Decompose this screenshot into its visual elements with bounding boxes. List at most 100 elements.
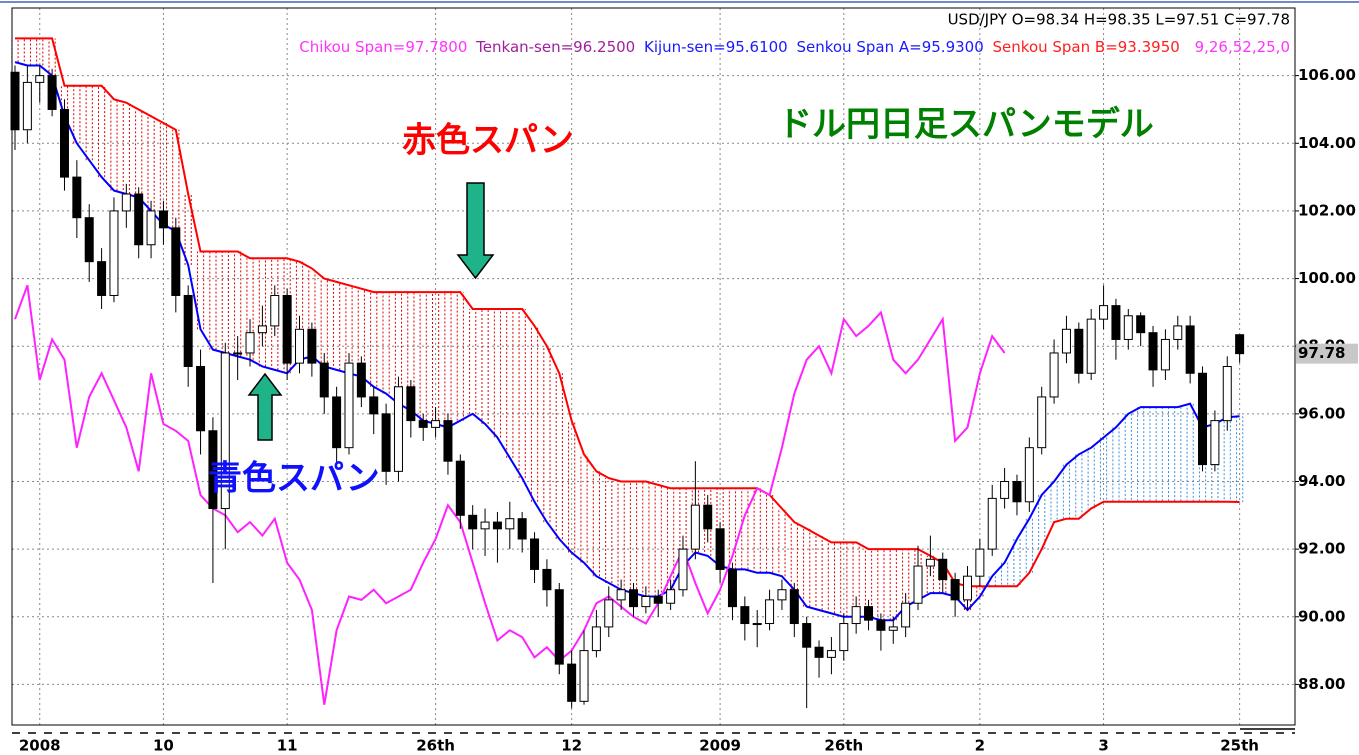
candle-body <box>1000 480 1010 499</box>
y-tick-label: 94.00 <box>1298 472 1345 490</box>
candle-body <box>369 396 379 415</box>
candle-body <box>1086 318 1096 374</box>
candle-body <box>604 599 614 628</box>
candle-body <box>826 650 836 658</box>
candle-body <box>703 504 713 530</box>
legend-item: Kijun-sen=95.6100 <box>644 38 788 56</box>
candle-body <box>727 568 737 608</box>
candle-body <box>158 210 168 229</box>
candle-body <box>233 352 243 355</box>
candle-body <box>678 548 688 591</box>
candle-body <box>851 606 861 625</box>
candle-body <box>97 261 107 296</box>
legend-item: Tenkan-sen=96.2500 <box>475 38 635 56</box>
candle-body <box>641 595 651 608</box>
annotation: 赤色スパン <box>402 121 574 161</box>
candle-body <box>1037 396 1047 449</box>
candle-body <box>146 210 156 246</box>
candle-body <box>789 589 799 625</box>
x-tick-label: 26th <box>824 737 863 755</box>
candle-body <box>1024 447 1034 503</box>
x-tick-label: 12 <box>561 737 582 755</box>
candle-body <box>35 75 45 83</box>
candle-body <box>10 71 20 131</box>
candle-body <box>653 595 663 604</box>
candle-body <box>1185 325 1195 374</box>
candle-body <box>332 396 342 449</box>
annotation: 青色スパン <box>208 459 380 499</box>
candle-body <box>864 606 874 621</box>
candle-body <box>814 646 824 658</box>
line-senkou-span-a <box>14 61 1240 622</box>
candle-body <box>196 366 206 432</box>
candle-body <box>1160 338 1170 371</box>
candle-body <box>505 518 515 530</box>
candle-body <box>888 626 898 631</box>
candle-body <box>257 325 267 334</box>
candle-body <box>356 362 366 398</box>
candle-body <box>777 589 787 601</box>
candle-body <box>72 176 82 219</box>
candle-body <box>1222 366 1232 422</box>
x-tick-label: 10 <box>153 737 174 755</box>
legend-item: Chikou Span=97.7800 <box>299 38 467 56</box>
candle-body <box>171 227 181 296</box>
line-chikou-span <box>14 284 1006 705</box>
down-arrow <box>456 182 495 280</box>
plot-area <box>10 8 1295 725</box>
candle-body <box>616 589 626 601</box>
x-tick-label: 2009 <box>699 737 741 755</box>
candle-body <box>59 108 69 178</box>
candle-body <box>1074 328 1084 374</box>
candle-body <box>962 575 972 601</box>
candle-body <box>715 528 725 570</box>
y-tick-label: 106.00 <box>1298 66 1356 84</box>
x-tick-label: 3 <box>1098 737 1108 755</box>
candle-body <box>480 521 490 530</box>
candle-body <box>765 599 775 625</box>
candle-body <box>925 558 935 567</box>
candle-body <box>393 386 403 472</box>
candle-body <box>245 332 255 354</box>
up-arrow <box>247 372 283 441</box>
candle-body <box>319 362 329 398</box>
candle-body <box>1235 334 1245 355</box>
candle-body <box>406 386 416 422</box>
candle-body <box>183 294 193 367</box>
candle-body <box>901 602 911 628</box>
price-box <box>1296 343 1358 364</box>
candle-body <box>1111 305 1121 340</box>
y-tick-label: 102.00 <box>1298 201 1356 219</box>
x-tick-label: 25th <box>1220 737 1259 755</box>
y-tick-label: 104.00 <box>1298 134 1356 152</box>
candle-body <box>938 558 948 581</box>
candle-body <box>492 521 502 530</box>
ohlc-label: USD/JPY O=98.34 H=98.35 L=97.51 C=97.78 <box>948 11 1290 29</box>
legend-item: Senkou Span A=95.9300 <box>797 38 984 56</box>
candle-body <box>381 413 391 472</box>
candle-body <box>455 460 465 516</box>
candle-body <box>802 623 812 648</box>
candle-body <box>134 193 144 246</box>
candle-body <box>443 420 453 462</box>
candle-body <box>987 497 997 550</box>
candle-body <box>295 328 305 364</box>
candle-body <box>468 514 478 530</box>
x-tick-label: 2008 <box>19 737 61 755</box>
candle-body <box>567 663 577 702</box>
candle-body <box>950 579 960 601</box>
candle-body <box>1148 332 1158 371</box>
candle-body <box>839 623 849 652</box>
candle-body <box>1012 480 1022 503</box>
candle-body <box>1049 352 1059 398</box>
candle-body <box>431 420 441 428</box>
annotation: ドル円日足スパンモデル <box>778 105 1154 145</box>
price-label: 97.78 <box>1298 344 1345 362</box>
y-tick-label: 92.00 <box>1298 540 1345 558</box>
candle-body <box>629 589 638 608</box>
candle-body <box>554 589 564 665</box>
candle-body <box>84 217 94 263</box>
candle-body <box>752 623 762 626</box>
y-tick-label: 90.00 <box>1298 607 1345 625</box>
